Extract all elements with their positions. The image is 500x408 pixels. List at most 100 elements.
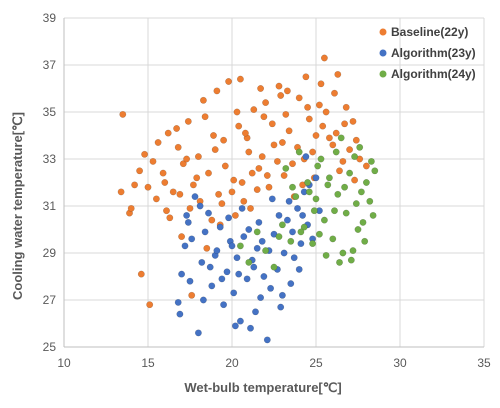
data-point bbox=[280, 249, 288, 257]
data-point bbox=[198, 258, 206, 266]
data-point bbox=[325, 174, 333, 182]
data-point bbox=[322, 251, 330, 259]
data-point bbox=[324, 181, 332, 189]
data-point bbox=[250, 263, 258, 271]
data-point bbox=[317, 155, 325, 163]
data-point bbox=[352, 136, 360, 144]
data-point bbox=[161, 179, 169, 186]
data-point bbox=[334, 190, 342, 198]
data-point bbox=[221, 162, 229, 170]
data-point bbox=[270, 141, 278, 149]
data-point bbox=[210, 132, 217, 139]
data-point bbox=[213, 87, 221, 95]
data-point bbox=[144, 183, 152, 191]
data-point bbox=[186, 277, 194, 285]
data-point bbox=[258, 153, 266, 161]
data-point bbox=[312, 174, 320, 182]
y-tick-label: 33 bbox=[43, 152, 57, 166]
data-point bbox=[247, 324, 254, 332]
data-point bbox=[320, 216, 328, 224]
y-tick-label: 25 bbox=[43, 340, 57, 354]
data-point bbox=[317, 80, 325, 88]
data-point bbox=[250, 106, 258, 114]
data-point bbox=[275, 211, 283, 219]
series-3-points bbox=[236, 134, 379, 271]
data-point bbox=[315, 101, 323, 109]
data-point bbox=[257, 294, 265, 302]
legend-item-1: Baseline(22y) bbox=[379, 25, 468, 39]
data-point bbox=[225, 214, 233, 222]
data-point bbox=[347, 256, 355, 264]
data-point bbox=[248, 169, 256, 177]
data-point bbox=[184, 117, 192, 125]
data-point bbox=[302, 73, 310, 81]
data-point bbox=[354, 226, 362, 233]
legend-marker bbox=[379, 70, 387, 78]
data-point bbox=[277, 303, 285, 311]
data-point bbox=[341, 120, 349, 128]
data-point bbox=[289, 183, 296, 191]
data-point bbox=[213, 247, 221, 255]
data-point bbox=[146, 301, 154, 309]
data-point bbox=[342, 209, 350, 217]
x-tick-label: 35 bbox=[477, 356, 491, 370]
data-point bbox=[299, 211, 307, 219]
data-point bbox=[351, 176, 359, 184]
data-point bbox=[245, 258, 253, 266]
data-point bbox=[188, 235, 196, 243]
data-point bbox=[199, 96, 207, 104]
data-point bbox=[310, 207, 318, 215]
x-tick-labels: 10 15 20 25 30 35 bbox=[57, 356, 491, 370]
data-point bbox=[236, 75, 244, 83]
data-point bbox=[339, 157, 347, 165]
data-point bbox=[349, 117, 357, 125]
data-point bbox=[179, 160, 187, 168]
data-point bbox=[208, 216, 216, 224]
data-point bbox=[319, 122, 327, 130]
data-point bbox=[305, 115, 313, 123]
data-point bbox=[282, 110, 290, 118]
x-tick-label: 20 bbox=[225, 356, 239, 370]
y-tick-label: 29 bbox=[43, 246, 57, 260]
data-point bbox=[253, 228, 261, 236]
data-point bbox=[289, 160, 296, 168]
data-point bbox=[203, 244, 211, 252]
data-point bbox=[312, 132, 320, 139]
data-point bbox=[252, 308, 259, 316]
data-point bbox=[164, 129, 172, 137]
data-point bbox=[282, 164, 290, 172]
data-point bbox=[304, 179, 312, 186]
legend-label: Baseline(22y) bbox=[391, 25, 468, 39]
data-point bbox=[199, 296, 207, 304]
legend-marker bbox=[379, 49, 387, 57]
data-point bbox=[295, 148, 303, 156]
data-point bbox=[371, 167, 379, 175]
data-point bbox=[163, 207, 170, 215]
data-point bbox=[367, 157, 375, 165]
data-point bbox=[309, 148, 317, 156]
data-point bbox=[278, 291, 286, 299]
data-point bbox=[262, 247, 270, 255]
data-point bbox=[329, 141, 337, 149]
data-point bbox=[174, 298, 182, 306]
data-point bbox=[230, 289, 238, 297]
data-point bbox=[294, 204, 301, 212]
data-point bbox=[193, 174, 201, 182]
data-point bbox=[273, 157, 281, 165]
data-point bbox=[154, 139, 162, 146]
data-point bbox=[218, 200, 226, 208]
data-point bbox=[228, 188, 236, 196]
data-point bbox=[255, 164, 263, 172]
data-point bbox=[257, 85, 265, 92]
data-point bbox=[236, 242, 244, 250]
data-point bbox=[186, 204, 194, 212]
series-2-points bbox=[174, 153, 323, 344]
data-point bbox=[189, 181, 197, 189]
data-point bbox=[258, 237, 266, 245]
data-point bbox=[231, 322, 239, 330]
data-point bbox=[331, 207, 338, 215]
x-axis-title: Wet-bulb temperature[℃] bbox=[184, 380, 341, 395]
data-point bbox=[194, 329, 202, 337]
